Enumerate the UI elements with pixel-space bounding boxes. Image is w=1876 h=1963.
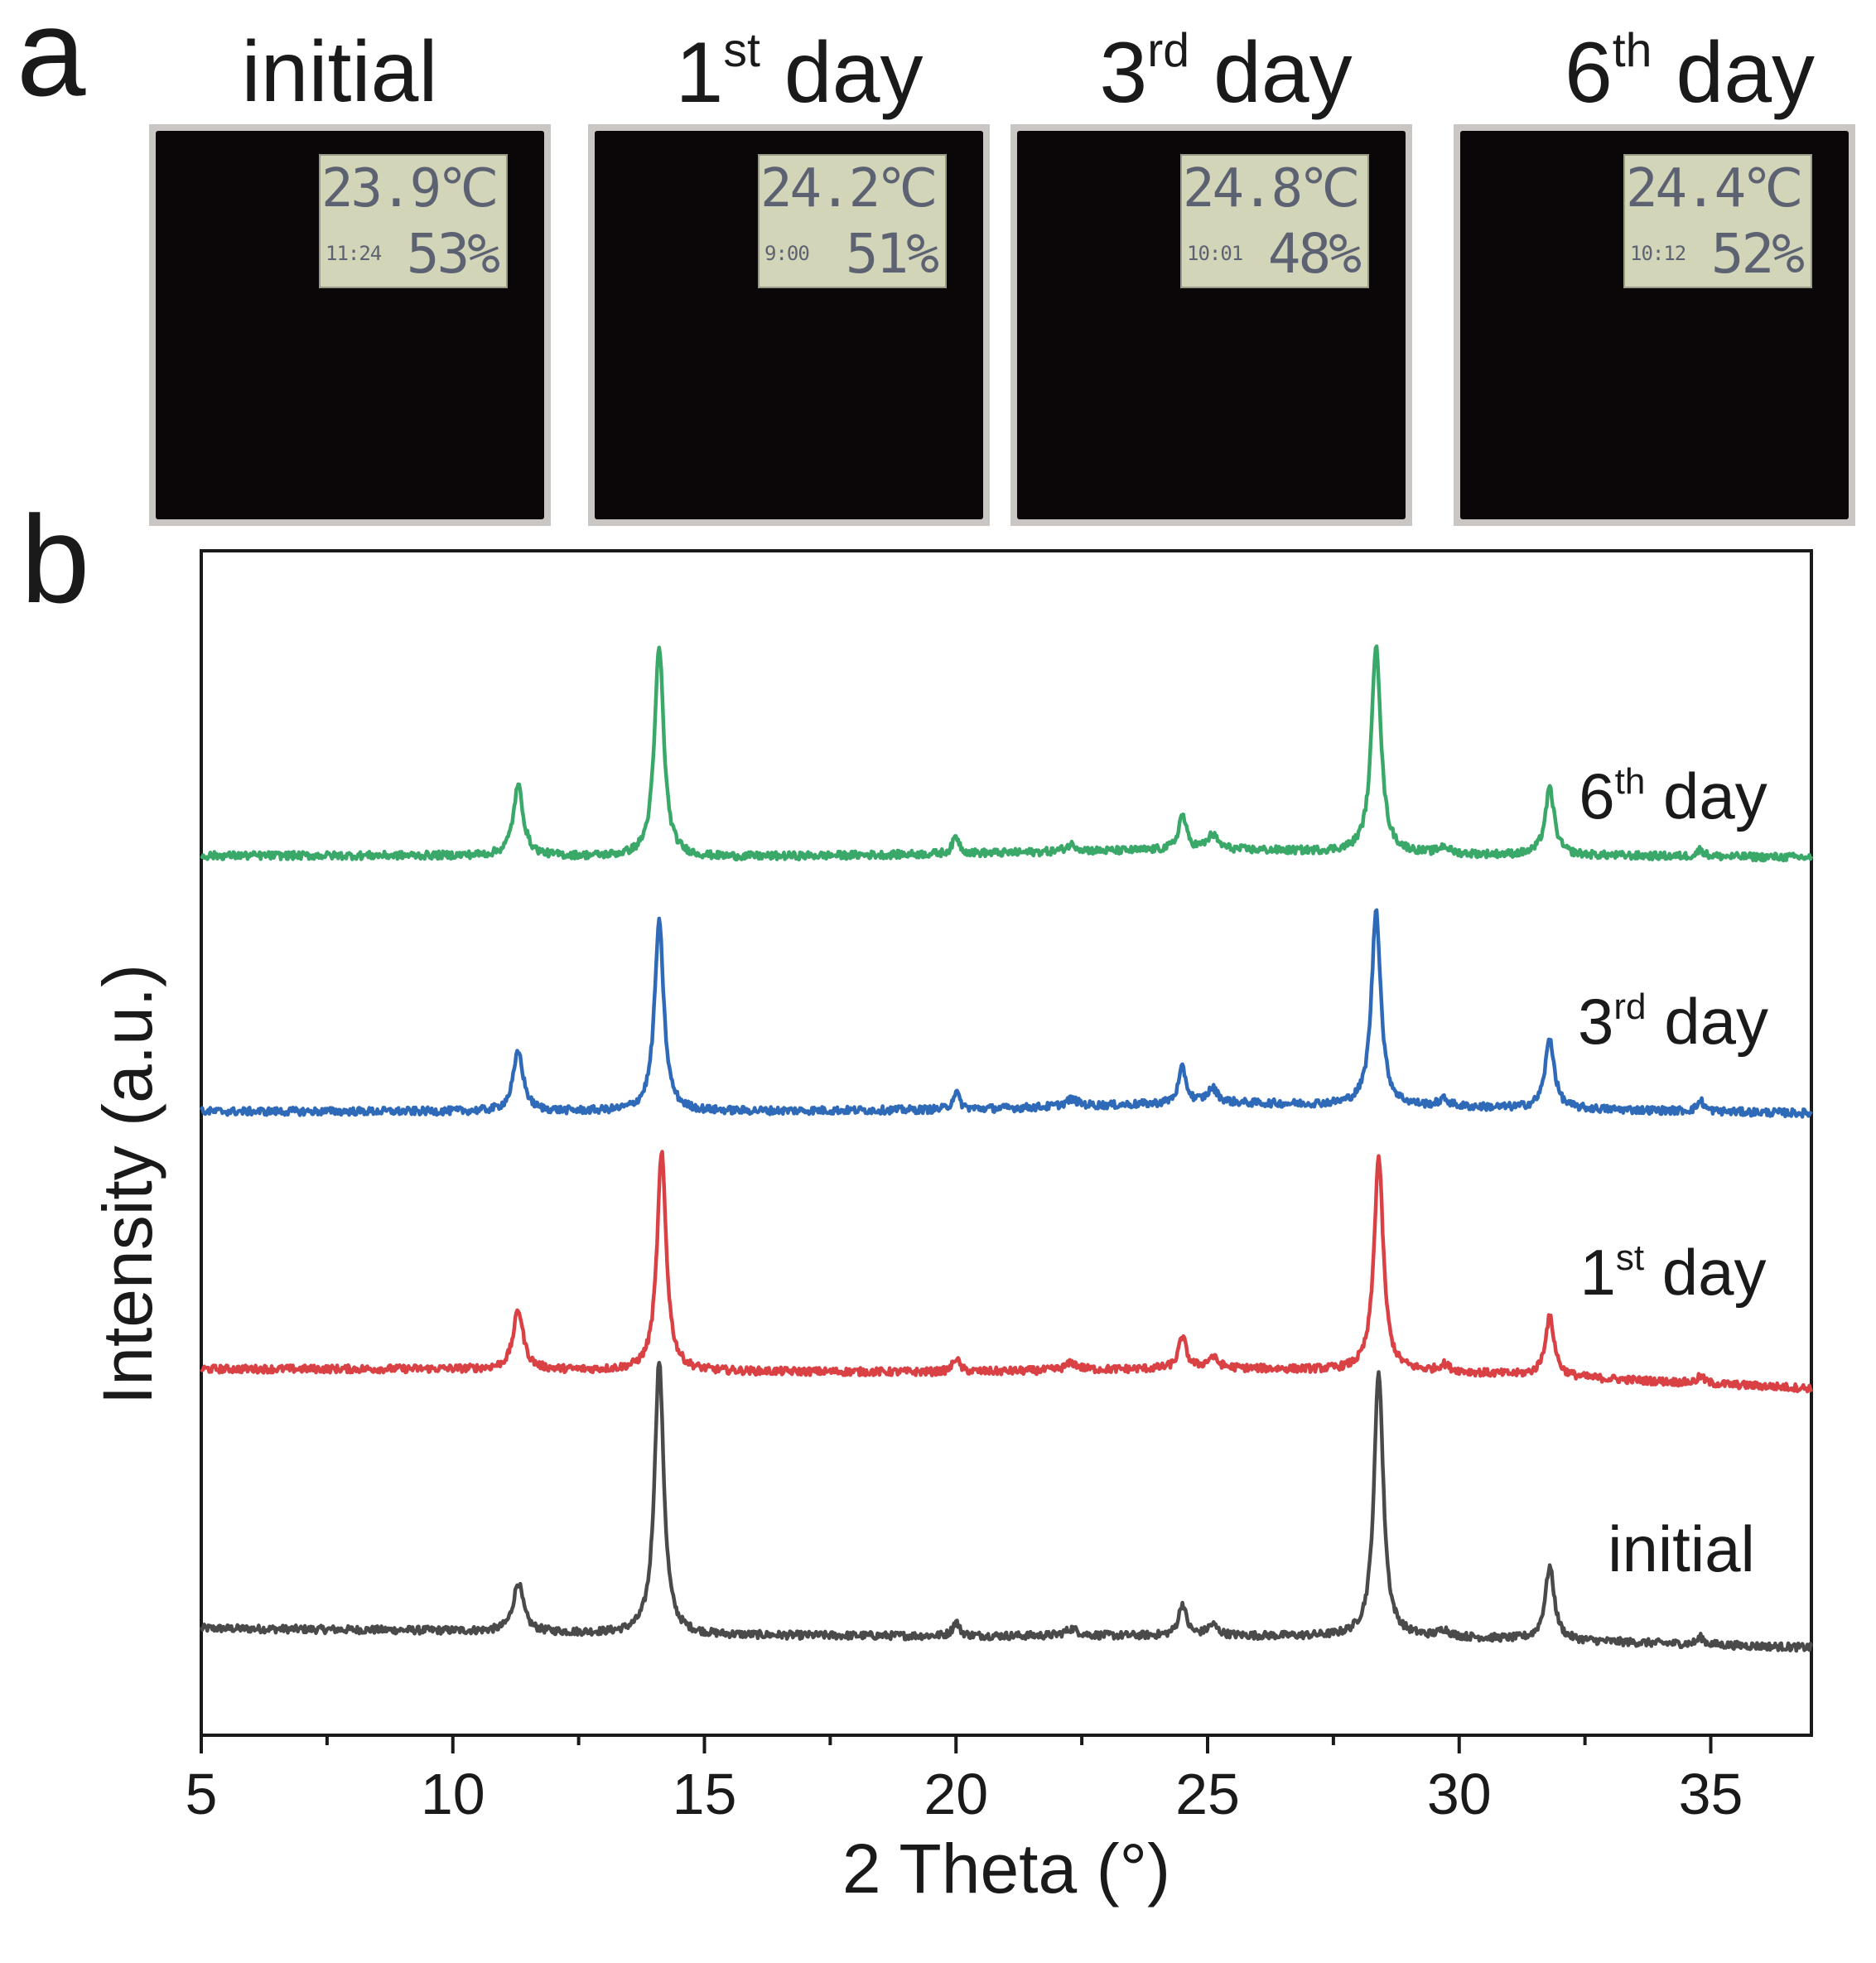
sample-photo-1: 24.2℃ 9:00 51% [588,124,990,526]
black-film-sample: 24.2℃ 9:00 51% [595,131,983,519]
y-axis-label: Intensity (a.u.) [89,964,166,1405]
x-tick-label: 20 [924,1762,988,1826]
panel-label-a: a [17,0,86,122]
series-line-initial [199,1360,1814,1653]
photo-title-3: 6th day [1564,24,1816,121]
x-axis-label: 2 Theta (°) [842,1830,1170,1908]
time-readout: 9:00 [764,242,810,265]
time-readout: 10:12 [1630,242,1686,265]
series-line-day1 [200,1150,1814,1394]
temperature-readout: 24.8℃ [1183,158,1360,219]
temperature-readout: 23.9℃ [321,158,499,219]
x-tick-label: 15 [673,1762,737,1826]
black-film-sample: 24.8℃ 10:01 48% [1017,131,1406,519]
temperature-readout: 24.4℃ [1626,158,1803,219]
sample-photo-3: 24.4℃ 10:12 52% [1454,124,1855,526]
hygrometer-display: 24.4℃ 10:12 52% [1623,154,1812,288]
series-line-day3 [199,908,1813,1119]
x-tick-label: 30 [1427,1762,1492,1826]
photo-title-1: 1st day [675,24,924,121]
humidity-readout: 48% [1267,222,1362,286]
hygrometer-display: 23.9℃ 11:24 53% [319,154,508,288]
black-film-sample: 23.9℃ 11:24 53% [156,131,544,519]
series-label-day3: 3rd day [1578,985,1768,1058]
hygrometer-display: 24.2℃ 9:00 51% [758,154,947,288]
series-line-day6 [200,644,1814,863]
humidity-readout: 53% [406,222,500,286]
humidity-readout: 52% [1710,222,1805,286]
photo-title-0: initial [241,24,438,120]
sample-photo-0: 23.9℃ 11:24 53% [149,124,551,526]
x-tick-label: 25 [1175,1762,1240,1826]
x-tick-label: 5 [186,1762,218,1826]
time-readout: 10:01 [1187,242,1243,265]
temperature-readout: 24.2℃ [760,158,938,219]
panel-label-b: b [21,490,90,629]
black-film-sample: 24.4℃ 10:12 52% [1460,131,1849,519]
hygrometer-display: 24.8℃ 10:01 48% [1180,154,1369,288]
x-tick-label: 10 [421,1762,485,1826]
time-readout: 11:24 [326,242,382,265]
series-label-day1: 1st day [1579,1236,1766,1309]
series-label-day6: 6th day [1579,760,1767,832]
sample-photo-2: 24.8℃ 10:01 48% [1010,124,1412,526]
photo-title-2: 3rd day [1099,24,1353,121]
series-label-initial: initial [1608,1512,1755,1585]
humidity-readout: 51% [845,222,939,286]
x-tick-label: 35 [1679,1762,1743,1826]
plot-frame [200,549,1813,1737]
